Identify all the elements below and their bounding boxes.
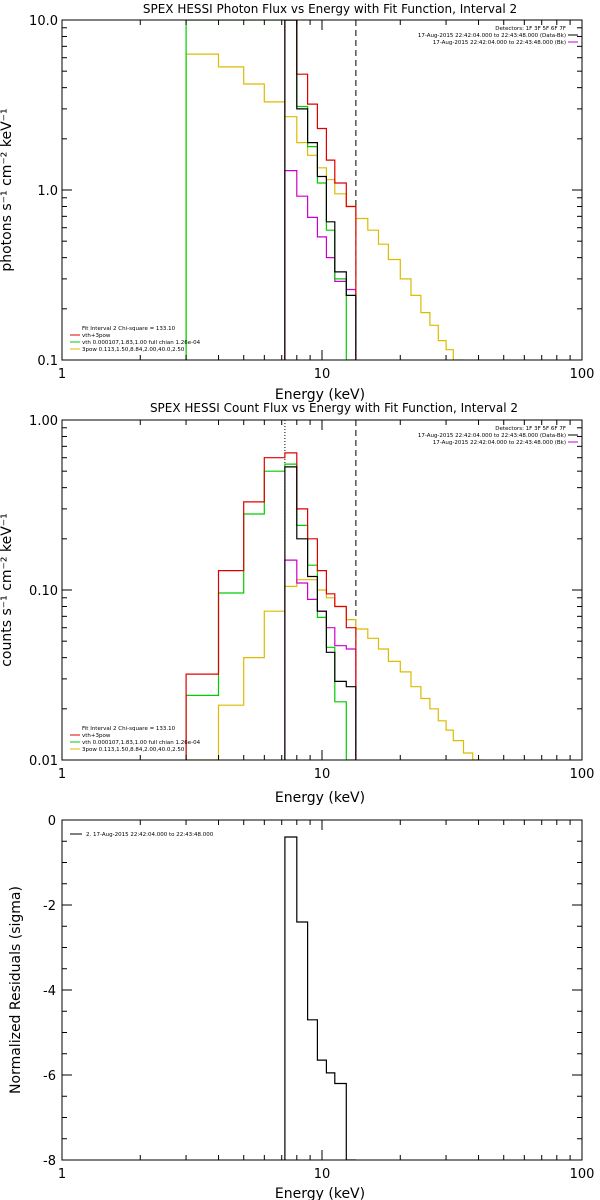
legend-entry: 17-Aug-2015 22:42:04.000 to 22:43:48.000…	[433, 40, 566, 46]
x-tick-label: 10	[314, 767, 331, 782]
count-flux-panel: SPEX HESSI Count Flux vs Energy with Fit…	[0, 401, 594, 806]
legend-entry: Detectors: 1F 3F 5F 6F 7F	[495, 26, 566, 32]
legend-entry: vth+3pow	[82, 733, 111, 739]
photon-flux-xlabel: Energy (keV)	[275, 387, 365, 403]
series-step-line	[284, 836, 356, 1160]
legend-entry: 17-Aug-2015 22:42:04.000 to 22:43:48.000…	[418, 433, 566, 439]
legend-entry: 3pow 0.113,1.50,8.84,2.00,40.0,2.50	[82, 747, 185, 753]
x-tick-label: 10	[314, 1167, 331, 1182]
photon-flux-title: SPEX HESSI Photon Flux vs Energy with Fi…	[143, 2, 517, 16]
y-tick-label: 1.0	[37, 184, 58, 199]
legend-entry: Fit Interval 2 Chi-square = 133.10	[82, 326, 176, 332]
x-tick-label: 100	[570, 767, 595, 782]
series-step-line	[284, 466, 357, 760]
y-tick-label: 0	[48, 814, 56, 829]
plot-frame	[61, 819, 583, 1161]
series-step-line	[185, 20, 356, 360]
legend-entry: Detectors: 1F 3F 5F 6F 7F	[495, 426, 566, 432]
y-tick-label: -6	[43, 1069, 56, 1084]
legend-entry: Fit Interval 2 Chi-square = 133.10	[82, 726, 176, 732]
legend-entry: 17-Aug-2015 22:42:04.000 to 22:43:48.000…	[433, 440, 566, 446]
series-step-line	[284, 20, 357, 360]
series-step-line	[185, 463, 356, 760]
legend-entry: vth+3pow	[82, 333, 111, 339]
y-tick-label: -4	[43, 984, 56, 999]
series-step-line	[185, 53, 464, 360]
x-tick-label: 1	[58, 767, 66, 782]
y-tick-label: -8	[43, 1154, 56, 1169]
legend-entry: vth 0.000107,1.83,1.00 full chian 1.26e-…	[82, 740, 201, 746]
legend-entry: 17-Aug-2015 22:42:04.000 to 22:43:48.000…	[418, 33, 566, 39]
x-tick-label: 1	[58, 1167, 66, 1182]
series-step-line	[284, 170, 357, 360]
count-flux-title: SPEX HESSI Count Flux vs Energy with Fit…	[150, 401, 518, 415]
x-tick-label: 100	[570, 1167, 595, 1182]
legend-entry: 2. 17-Aug-2015 22:42:04.000 to 22:43:48.…	[86, 832, 214, 838]
y-tick-label: 1.00	[29, 414, 58, 429]
y-tick-label: -2	[43, 899, 56, 914]
photon-flux-ylabel: photons s⁻¹ cm⁻² keV⁻¹	[0, 108, 15, 271]
series-step-line	[186, 579, 482, 760]
y-tick-label: 0.1	[37, 354, 58, 369]
residuals-ylabel: Normalized Residuals (sigma)	[8, 886, 24, 1094]
x-tick-label: 1	[58, 367, 66, 382]
count-flux-xlabel: Energy (keV)	[275, 790, 365, 806]
series-step-line	[284, 20, 357, 360]
series-step-line	[185, 452, 357, 760]
count-flux-ylabel: counts s⁻¹ cm⁻² keV⁻¹	[0, 513, 15, 667]
legend-entry: 3pow 0.113,1.50,8.84,2.00,40.0,2.50	[82, 347, 185, 353]
legend-entry: vth 0.000107,1.83,1.00 full chian 1.26e-…	[82, 340, 201, 346]
x-tick-label: 10	[314, 367, 331, 382]
x-tick-label: 100	[570, 367, 595, 382]
y-tick-label: 0.01	[29, 754, 58, 769]
y-tick-label: 0.10	[29, 584, 58, 599]
photon-flux-panel: SPEX HESSI Photon Flux vs Energy with Fi…	[0, 2, 594, 403]
y-tick-label: 10.0	[29, 14, 58, 29]
plot-frame	[61, 19, 583, 361]
residuals-panel: Normalized Residuals (sigma) Energy (keV…	[8, 814, 594, 1200]
residuals-xlabel: Energy (keV)	[275, 1186, 365, 1200]
